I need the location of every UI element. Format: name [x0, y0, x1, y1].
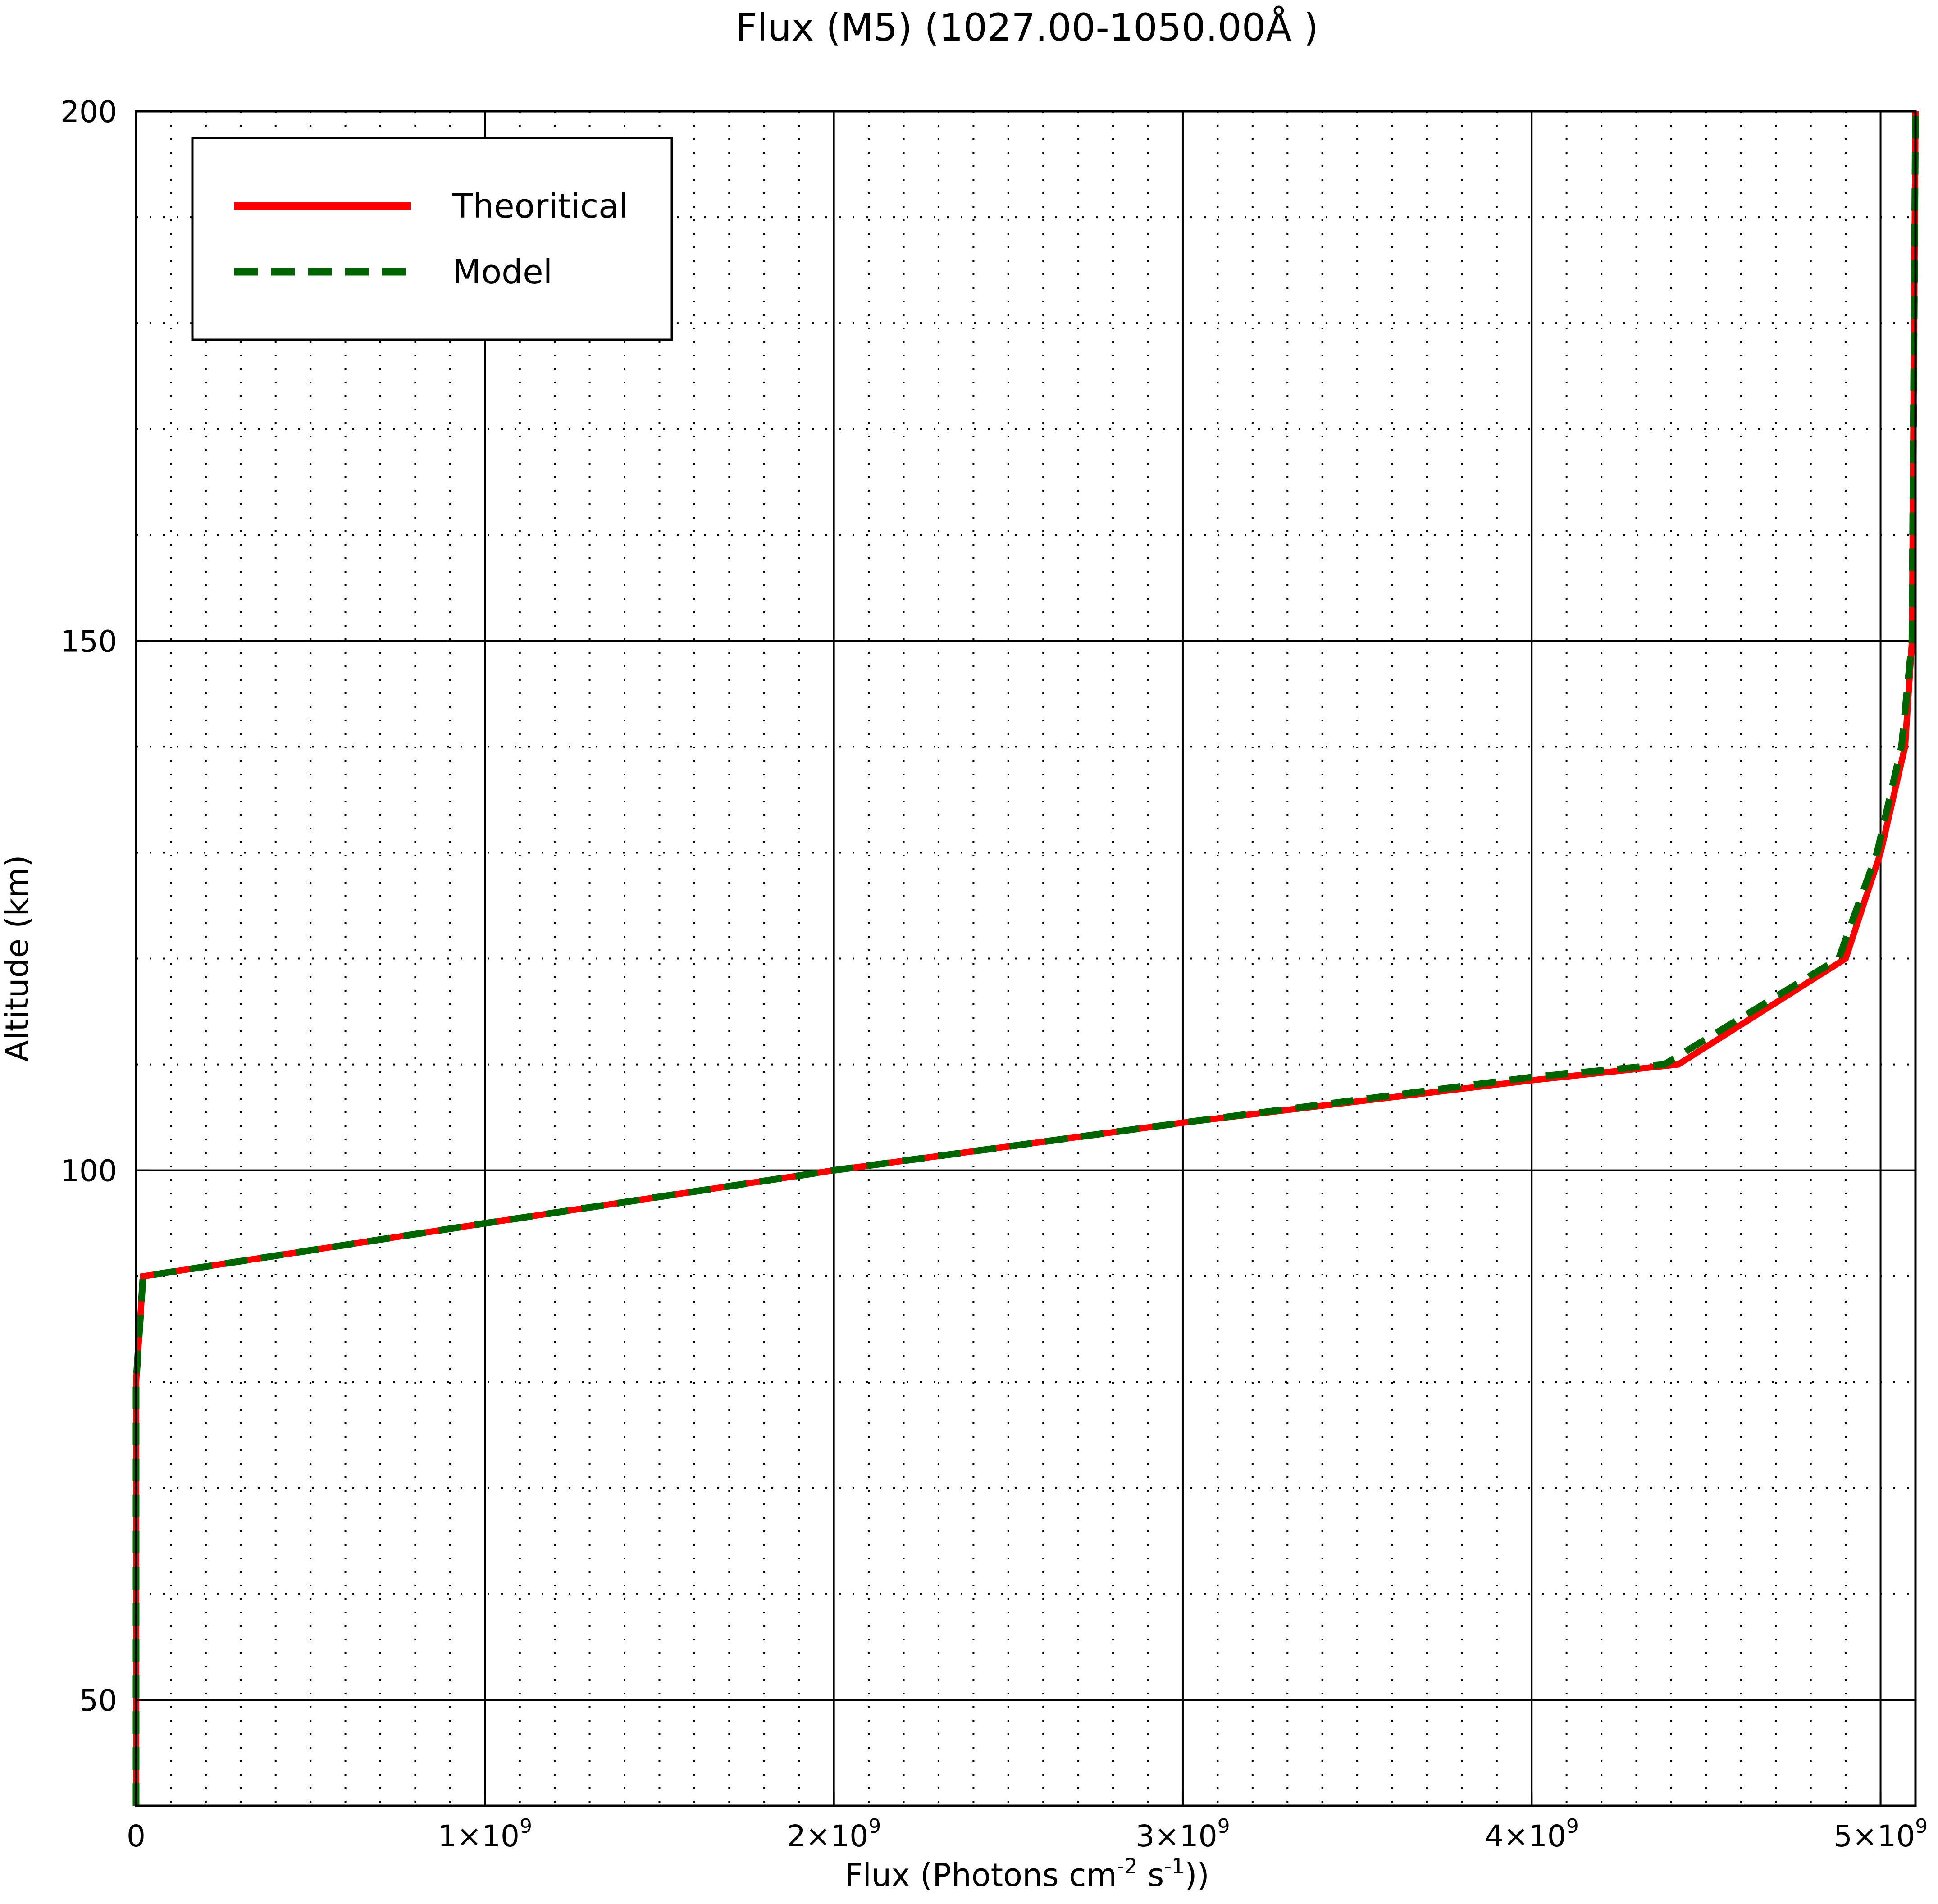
- y-tick-label: 100: [60, 1154, 117, 1189]
- x-tick-label: 0: [127, 1819, 146, 1854]
- y-axis-ticks: 50 100 150 200: [60, 95, 150, 1718]
- major-grid: [136, 111, 1915, 1806]
- x-axis-label: Flux (Photons cm-2 s-1)): [844, 1854, 1209, 1894]
- x-axis-label-exp1: -2: [1117, 1854, 1138, 1878]
- y-axis-label: Altitude (km): [0, 855, 36, 1061]
- legend-label-theoritical: Theoritical: [452, 187, 628, 226]
- series-layer: [132, 111, 1919, 1806]
- legend: Theoritical Model: [191, 137, 673, 341]
- x-tick-label: 5×109: [1833, 1815, 1928, 1854]
- y-tick-label: 150: [60, 624, 117, 659]
- x-axis-ticks: 0 1×109 2×109 3×109 4×109 5×109: [127, 1792, 1928, 1854]
- y-tick-label: 50: [79, 1683, 117, 1718]
- x-axis-label-mid: s: [1138, 1857, 1164, 1894]
- x-tick-label: 1×109: [438, 1815, 532, 1854]
- legend-label-model: Model: [452, 253, 552, 292]
- chart-title: Flux (M5) (1027.00-1050.00Å ): [735, 5, 1318, 50]
- series-line-model: [132, 111, 1919, 1806]
- y-tick-label: 200: [60, 95, 117, 129]
- x-axis-label-prefix: Flux (Photons cm: [844, 1857, 1117, 1894]
- legend-box: [191, 137, 673, 341]
- x-axis-label-suffix: )): [1185, 1857, 1209, 1894]
- x-tick-label: 4×109: [1485, 1815, 1579, 1854]
- x-tick-label: 2×109: [787, 1815, 881, 1854]
- x-axis-label-exp2: -1: [1164, 1854, 1185, 1878]
- plot-frame: [135, 110, 1917, 1807]
- x-tick-label: 3×109: [1135, 1815, 1230, 1854]
